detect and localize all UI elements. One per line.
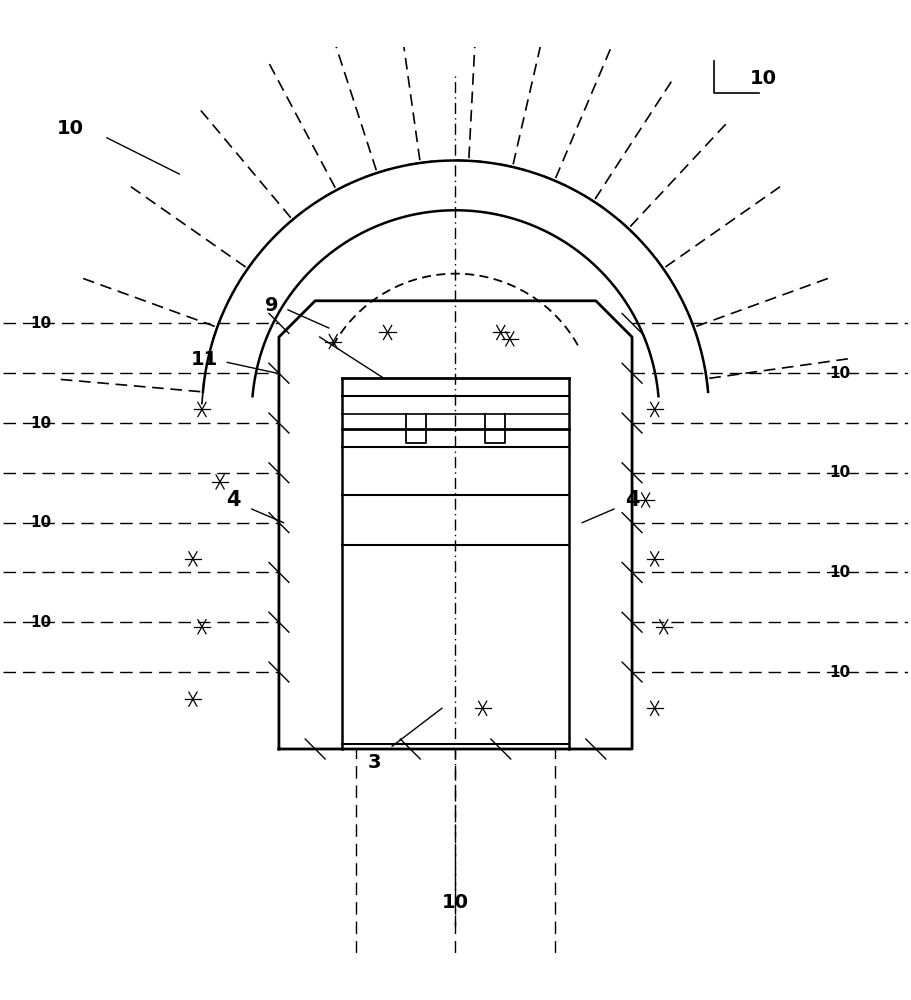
- Text: 10: 10: [30, 515, 51, 530]
- Text: 10: 10: [830, 665, 851, 680]
- Text: 11: 11: [191, 350, 219, 369]
- Text: 10: 10: [750, 69, 777, 88]
- Text: 9: 9: [265, 296, 279, 315]
- Text: 4: 4: [227, 490, 241, 510]
- Text: 10: 10: [30, 416, 51, 431]
- Text: 10: 10: [442, 893, 469, 912]
- Text: 4: 4: [625, 490, 640, 510]
- Text: 10: 10: [830, 465, 851, 480]
- Text: 10: 10: [830, 366, 851, 381]
- Text: 3: 3: [367, 753, 381, 772]
- Text: 10: 10: [30, 316, 51, 331]
- Text: 10: 10: [57, 119, 84, 138]
- Text: 10: 10: [30, 615, 51, 630]
- Text: 10: 10: [830, 565, 851, 580]
